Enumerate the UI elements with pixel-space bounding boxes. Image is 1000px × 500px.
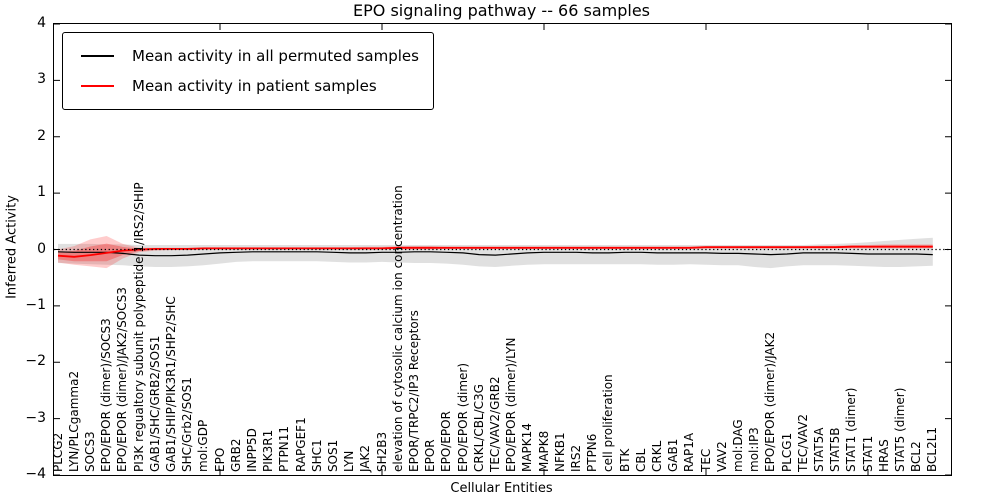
x-category-label: INPP5D	[244, 428, 259, 472]
y-tick-label: −4	[25, 466, 46, 482]
x-category-label: MAPK8	[536, 430, 551, 472]
y-tick-label: −3	[25, 409, 46, 426]
x-category-label: PI3K regualtory subunit polypeptide 1/IR…	[131, 182, 146, 472]
x-category-label: IRS2	[568, 444, 583, 472]
x-category-label: LYN/PLCgamma2	[66, 370, 81, 472]
y-tick-label: 1	[37, 184, 46, 201]
plot-area: Mean activity in all permuted samples Me…	[50, 23, 952, 476]
x-category-label: STAT5 (dimer)	[892, 387, 907, 472]
x-category-label: STAT1 (dimer)	[844, 387, 859, 472]
line-permuted	[57, 251, 933, 257]
x-category-label: LYN	[342, 450, 357, 472]
x-category-label: GAB1/SHC/GRB2/SOS1	[147, 335, 162, 472]
x-category-label: SOS1	[325, 439, 340, 472]
legend-label: Mean activity in all permuted samples	[132, 47, 419, 65]
legend-item-patient: Mean activity in patient samples	[73, 71, 419, 101]
patient-line-sample	[81, 85, 114, 87]
legend: Mean activity in all permuted samples Me…	[62, 32, 434, 110]
x-axis-label: Cellular Entities	[450, 481, 553, 496]
x-category-label: SHC1	[309, 439, 324, 472]
x-category-label: CRKL/CBL/C3G	[471, 384, 486, 472]
x-category-label: mol:GDP	[196, 419, 211, 472]
legend-item-permuted: Mean activity in all permuted samples	[73, 41, 419, 71]
x-category-label: NFKB1	[552, 432, 567, 472]
x-category-label: EPO/EPOR (dimer)	[455, 362, 470, 472]
x-category-label: PTPN11	[277, 425, 292, 472]
plot-canvas	[54, 24, 951, 475]
x-category-label: EPOR	[423, 439, 438, 472]
x-category-label: mol:DAG	[730, 419, 745, 472]
y-tick-label: 2	[37, 127, 46, 144]
x-category-label: STAT1	[860, 435, 875, 472]
x-category-label: MAPK14	[520, 423, 535, 472]
x-category-label: TEC/VAV2	[795, 413, 810, 472]
legend-label: Mean activity in patient samples	[132, 77, 377, 95]
permuted-line-sample	[81, 55, 114, 57]
x-category-label: SOCS3	[82, 431, 97, 472]
x-category-label: EPO/EPOR (dimer)/JAK2/SOCS3	[115, 287, 130, 472]
x-category-label: mol:IP3	[747, 427, 762, 472]
x-category-label: BCL2	[909, 441, 924, 472]
band-permuted	[58, 237, 933, 269]
y-tick-label: −1	[25, 296, 46, 313]
x-category-label: EPO/EPOR	[439, 411, 454, 472]
y-tick-label: 3	[37, 71, 46, 88]
x-category-label: RAPGEF1	[293, 417, 308, 472]
x-category-label: TEC	[698, 448, 713, 472]
x-category-label: STAT5A	[811, 427, 826, 472]
x-category-label: CBL	[633, 448, 648, 472]
x-category-label: PLCG2	[50, 432, 65, 472]
x-category-label: EPO	[212, 447, 227, 472]
x-category-label: cell proliferation	[601, 374, 616, 472]
y-tick-label: 0	[37, 240, 46, 257]
x-category-label: GRB2	[228, 438, 243, 472]
x-category-label: BCL2L1	[925, 426, 940, 472]
line-patient	[57, 245, 933, 258]
x-category-label: TEC/VAV2/GRB2	[487, 376, 502, 472]
x-category-label: VAV2	[714, 441, 729, 472]
x-category-label: EPO/EPOR (dimer)/JAK2	[763, 331, 778, 472]
x-category-label: BTK	[617, 448, 632, 472]
x-category-label: elevation of cytosolic calcium ion conce…	[390, 185, 405, 472]
x-category-label: HRAS	[876, 439, 891, 472]
y-tick-label: 4	[37, 15, 46, 31]
x-category-label: GAB1/SHIP/PIK3R1/SHP2/SHC	[163, 296, 178, 472]
x-category-label: STAT5B	[828, 427, 843, 473]
x-category-label: GAB1	[666, 438, 681, 472]
x-category-label: EPO/EPOR (dimer)/SOCS3	[99, 318, 114, 472]
x-category-label: PLCG1	[779, 432, 794, 472]
x-category-label: EPO/EPOR (dimer)/LYN	[504, 337, 519, 472]
x-category-label: EPOR/TRPC2/IP3 Receptors	[406, 310, 421, 472]
x-category-label: SH2B3	[374, 431, 389, 472]
x-category-label: SHC/Grb2/SOS1	[180, 377, 195, 472]
y-tick-label: −2	[25, 353, 46, 370]
x-category-label: JAK2	[358, 444, 373, 472]
chart-title: EPO signaling pathway -- 66 samples	[353, 1, 650, 20]
x-category-label: PIK3R1	[261, 429, 276, 472]
x-category-label: CRKL	[649, 440, 664, 472]
x-category-label: RAP1A	[682, 432, 697, 472]
x-category-label: PTPN6	[585, 433, 600, 472]
